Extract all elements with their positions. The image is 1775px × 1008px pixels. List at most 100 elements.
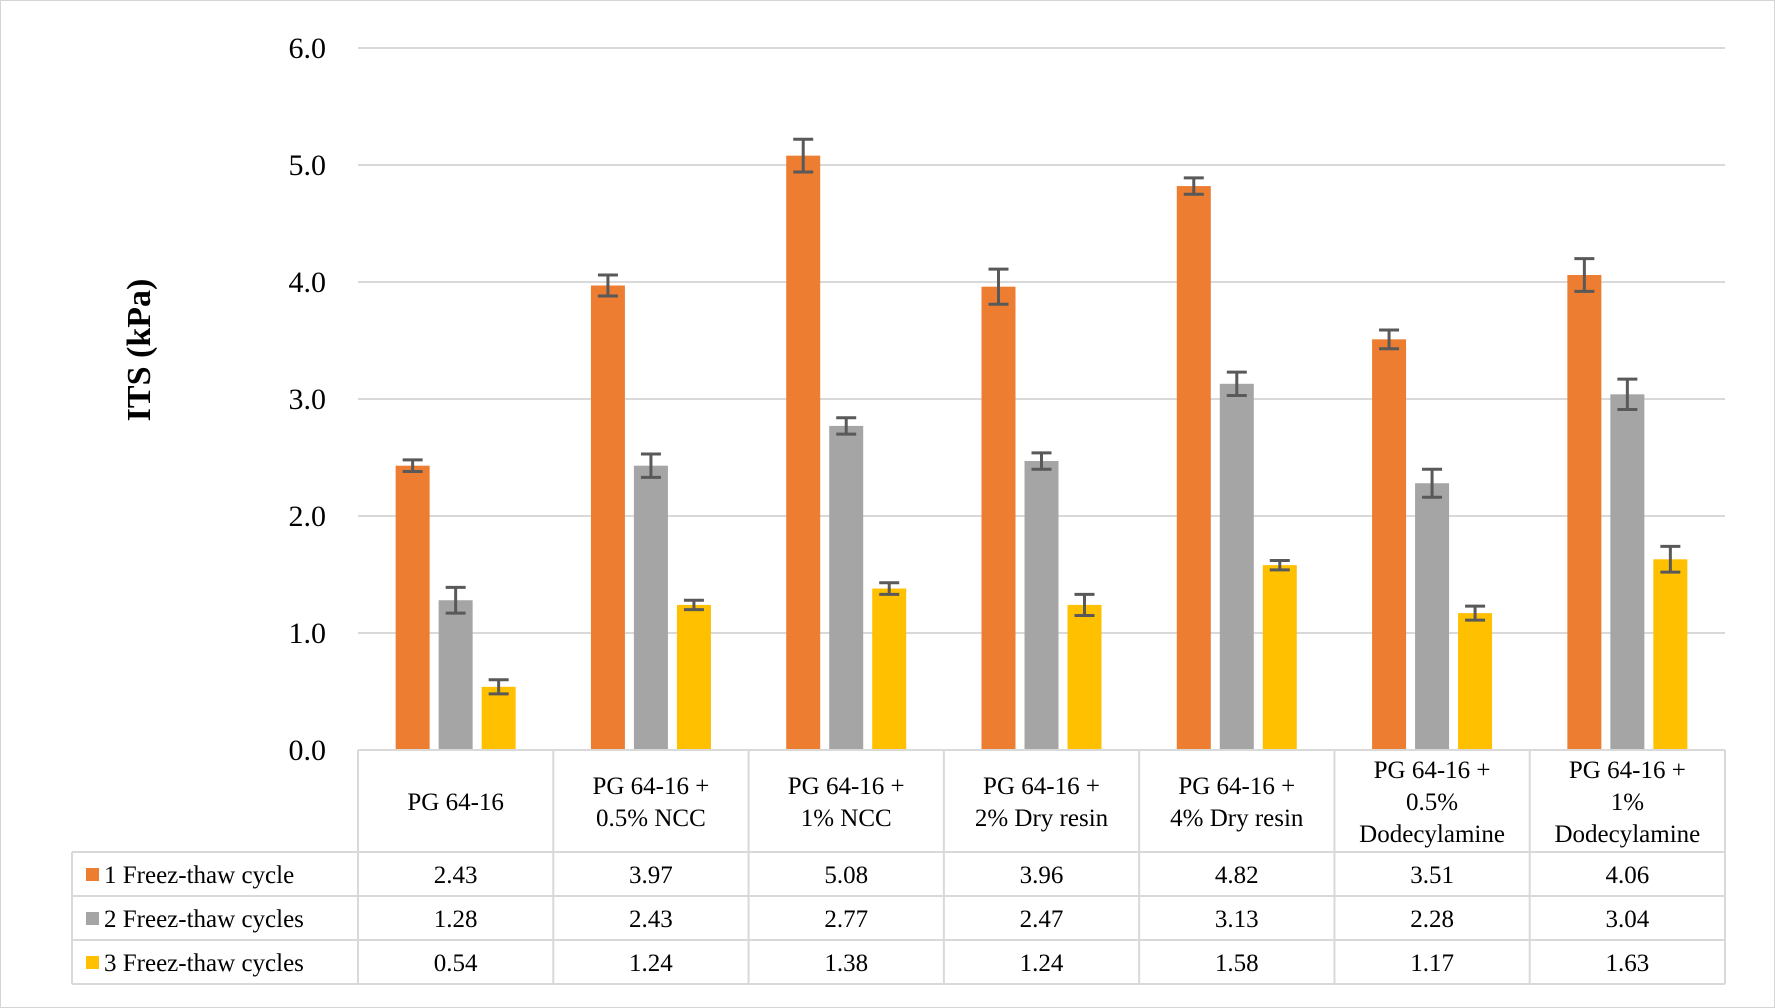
gridlines (358, 47, 1725, 634)
legend-label: 2 Freez-thaw cycles (104, 906, 304, 933)
bar (981, 286, 1016, 750)
data-table-cell: 2.43 (434, 862, 478, 889)
y-tick-label: 3.0 (289, 383, 327, 416)
bar (1067, 604, 1102, 750)
category-label: PG 64-16 + (788, 773, 905, 800)
error-bar (1465, 604, 1486, 622)
data-table-cell: 4.82 (1215, 862, 1259, 889)
bar (1458, 613, 1493, 750)
bar (1372, 339, 1407, 750)
data-table-cell: 4.06 (1605, 862, 1649, 889)
data-table-cell: 3.97 (629, 862, 673, 889)
data-table-cell: 2.43 (629, 906, 673, 933)
y-tick-label: 0.0 (289, 734, 327, 767)
bar (590, 285, 625, 750)
error-bar (597, 273, 618, 298)
data-table-cell: 1.63 (1605, 950, 1649, 977)
data-table-cell: 3.13 (1215, 906, 1259, 933)
data-table-values: 2.43 3.97 5.08 3.96 4.82 3.51 4.06 1.28 2.43 2.77… (434, 862, 1650, 977)
data-table-cell: 1.38 (824, 950, 868, 977)
bar (1567, 274, 1602, 750)
error-bar (793, 137, 814, 174)
error-bar (1269, 558, 1290, 572)
error-bar (445, 585, 466, 615)
category-label: PG 64-16 + (1374, 757, 1491, 784)
data-table-cell: 1.17 (1410, 950, 1454, 977)
data-table-cell: 1.58 (1215, 950, 1259, 977)
data-table-cell: 0.54 (434, 950, 478, 977)
data-table-cell: 3.96 (1020, 862, 1064, 889)
error-bar (683, 598, 704, 612)
y-tick-label: 4.0 (289, 266, 327, 299)
bar-series (395, 155, 1688, 750)
bar (481, 686, 516, 750)
error-bar (640, 452, 661, 479)
legend-key (86, 912, 99, 925)
y-tick-label: 2.0 (289, 500, 327, 533)
error-bar (1574, 257, 1595, 293)
data-table-cell: 2.47 (1020, 906, 1064, 933)
category-label: 1% (1611, 789, 1644, 816)
category-label: 4% Dry resin (1170, 805, 1304, 832)
data-table-cell: 3.04 (1605, 906, 1649, 933)
category-label: 0.5% NCC (596, 805, 706, 832)
bar (1219, 383, 1254, 750)
bar (395, 465, 430, 750)
error-bar (1617, 377, 1638, 412)
legend-label: 1 Freez-thaw cycle (104, 862, 294, 889)
bar (829, 425, 864, 750)
error-bar (402, 458, 423, 474)
category-label: 2% Dry resin (975, 805, 1109, 832)
data-table-cell: 1.28 (434, 906, 478, 933)
bar (438, 600, 473, 750)
category-label: Dodecylamine (1359, 821, 1505, 848)
bar (1176, 186, 1211, 750)
legend-key (86, 956, 99, 969)
data-table-cell: 3.51 (1410, 862, 1454, 889)
category-label: PG 64-16 (407, 789, 504, 816)
bar (786, 155, 821, 750)
bar (1415, 483, 1450, 750)
bar (633, 465, 668, 750)
legend-label: 3 Freez-thaw cycles (104, 950, 304, 977)
category-label: PG 64-16 + (1178, 773, 1295, 800)
category-label: PG 64-16 + (592, 773, 709, 800)
error-bar (1031, 451, 1052, 471)
y-tick-label: 1.0 (289, 617, 327, 650)
y-axis-ticks: 0.0 1.0 2.0 3.0 4.0 5.0 6.0 (289, 32, 327, 767)
error-bar (1660, 544, 1681, 574)
error-bar (1379, 328, 1400, 351)
error-bar (1183, 176, 1204, 196)
y-tick-label: 5.0 (289, 149, 327, 182)
error-bar (488, 678, 509, 696)
category-label: PG 64-16 + (983, 773, 1100, 800)
category-labels: PG 64-16 PG 64-16 + 0.5% NCC PG 64-16 + 1% N… (407, 757, 1700, 848)
error-bars (402, 137, 1681, 696)
category-label: PG 64-16 + (1569, 757, 1686, 784)
bar (872, 588, 907, 750)
data-table-cell: 2.77 (824, 906, 868, 933)
data-table-cell: 1.24 (629, 950, 673, 977)
bar (1610, 394, 1645, 750)
category-label: 1% NCC (801, 805, 892, 832)
data-table-grid (71, 749, 1726, 985)
y-axis-label: ITS (kPa) (121, 279, 158, 422)
bar (676, 604, 711, 750)
legend-key (86, 868, 99, 881)
bar (1653, 559, 1688, 750)
error-bar (879, 581, 900, 596)
category-label: 0.5% (1406, 789, 1458, 816)
data-table-cell: 5.08 (824, 862, 868, 889)
error-bar (1422, 467, 1443, 499)
bar (1024, 461, 1059, 750)
data-table-legend: 1 Freez-thaw cycle 2 Freez-thaw cycles 3 F… (86, 862, 304, 977)
bar (1262, 565, 1297, 750)
error-bar (1074, 592, 1095, 617)
data-table-cell: 1.24 (1020, 950, 1064, 977)
error-bar (836, 416, 857, 436)
category-label: Dodecylamine (1554, 821, 1700, 848)
error-bar (1226, 370, 1247, 397)
data-table-cell: 2.28 (1410, 906, 1454, 933)
error-bar (988, 267, 1009, 306)
